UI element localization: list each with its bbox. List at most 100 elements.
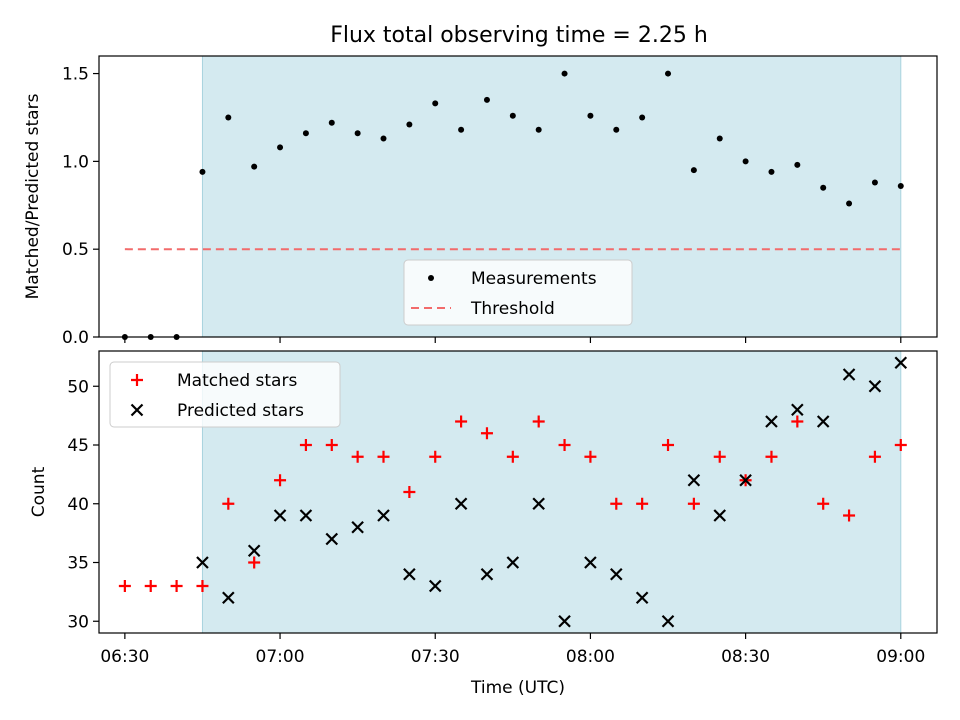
legend-box xyxy=(403,259,633,326)
data-point xyxy=(894,439,907,451)
y-tick-label: 0.0 xyxy=(62,328,89,348)
data-point xyxy=(170,580,183,592)
legend-marker xyxy=(428,275,434,281)
data-point xyxy=(380,135,387,142)
data-point xyxy=(610,567,623,581)
data-point xyxy=(842,368,856,381)
data-point xyxy=(354,130,361,137)
data-point xyxy=(794,161,801,168)
y-axis-label: Count xyxy=(29,466,49,517)
data-point xyxy=(791,403,804,417)
data-point xyxy=(687,497,700,510)
data-point xyxy=(428,579,442,593)
data-point xyxy=(406,121,413,128)
data-point xyxy=(687,473,701,487)
data-point xyxy=(897,182,904,189)
data-point xyxy=(328,119,335,126)
data-point xyxy=(636,497,649,510)
data-point xyxy=(458,126,465,133)
legend-marker xyxy=(130,403,144,417)
data-point xyxy=(432,100,439,107)
data-point xyxy=(765,415,778,428)
data-point xyxy=(455,415,468,428)
data-point xyxy=(690,167,697,174)
data-point xyxy=(377,450,390,463)
data-point xyxy=(713,509,727,522)
data-point xyxy=(610,497,623,510)
data-point xyxy=(247,544,261,558)
data-point xyxy=(196,556,209,569)
legend-marker xyxy=(131,374,143,386)
data-point xyxy=(558,614,571,628)
data-point xyxy=(532,497,545,511)
x-tick-label: 09:00 xyxy=(876,647,925,667)
data-point xyxy=(817,497,830,510)
data-point xyxy=(222,591,235,605)
data-point xyxy=(299,439,312,451)
data-point xyxy=(325,439,338,451)
data-point xyxy=(506,556,520,569)
x-tick-label: 08:30 xyxy=(721,647,770,667)
data-point xyxy=(662,439,675,451)
y-tick-label: 35 xyxy=(67,554,89,574)
y-tick-label: 30 xyxy=(67,612,89,632)
x-tick-label: 08:00 xyxy=(566,647,615,667)
bottom-panel: 30 35 40 45 50 06:30 07:00 07:30 08:00 08:30 09:00… xyxy=(29,350,938,698)
axes-frame xyxy=(98,55,938,338)
legend-label: Predicted stars xyxy=(177,401,304,421)
x-tick-label: 07:00 xyxy=(256,647,305,667)
data-point xyxy=(742,158,749,165)
data-point xyxy=(635,591,649,605)
data-point xyxy=(739,473,752,487)
data-point xyxy=(480,427,493,440)
data-point xyxy=(277,144,284,151)
data-point xyxy=(274,474,287,487)
x-axis-label: Time (UTC) xyxy=(470,678,565,698)
data-point xyxy=(584,450,597,463)
data-point xyxy=(587,112,594,119)
data-point xyxy=(558,439,571,451)
legend-label: Measurements xyxy=(471,269,597,289)
x-tick-label: 07:30 xyxy=(411,647,460,667)
data-point xyxy=(846,200,853,207)
y-tick-label: 45 xyxy=(67,436,89,456)
data-point xyxy=(716,135,723,142)
y-axis-label: Matched/Predicted stars xyxy=(23,93,43,299)
data-point xyxy=(483,96,490,103)
legend-label: Threshold xyxy=(470,299,555,319)
data-point xyxy=(791,415,804,428)
data-point xyxy=(429,450,442,463)
data-point xyxy=(765,450,778,463)
data-point xyxy=(843,509,856,522)
data-point xyxy=(351,450,364,463)
axes-frame xyxy=(98,350,938,634)
data-point xyxy=(299,509,313,522)
data-point xyxy=(509,112,516,119)
data-point xyxy=(377,509,390,522)
data-point xyxy=(613,126,620,133)
data-point xyxy=(225,114,232,121)
data-point xyxy=(665,70,672,77)
legend-box xyxy=(109,361,341,428)
data-point xyxy=(713,450,726,463)
data-point xyxy=(248,556,261,569)
data-point xyxy=(454,497,468,511)
legend-label: Matched stars xyxy=(177,371,297,391)
y-tick-label: 50 xyxy=(67,377,89,397)
data-point xyxy=(561,70,568,77)
data-point xyxy=(222,497,235,510)
data-point xyxy=(506,450,519,463)
data-point xyxy=(273,509,287,522)
data-point xyxy=(403,486,416,498)
data-point xyxy=(196,580,209,592)
data-point xyxy=(532,415,545,428)
y-tick-label: 40 xyxy=(67,495,89,515)
data-point xyxy=(302,130,309,137)
x-tick-label: 06:30 xyxy=(100,647,149,667)
data-point xyxy=(871,179,878,186)
chart-title: Flux total observing time = 2.25 h xyxy=(330,23,708,48)
data-point xyxy=(199,168,206,175)
data-point xyxy=(584,556,597,569)
data-point xyxy=(868,450,881,463)
